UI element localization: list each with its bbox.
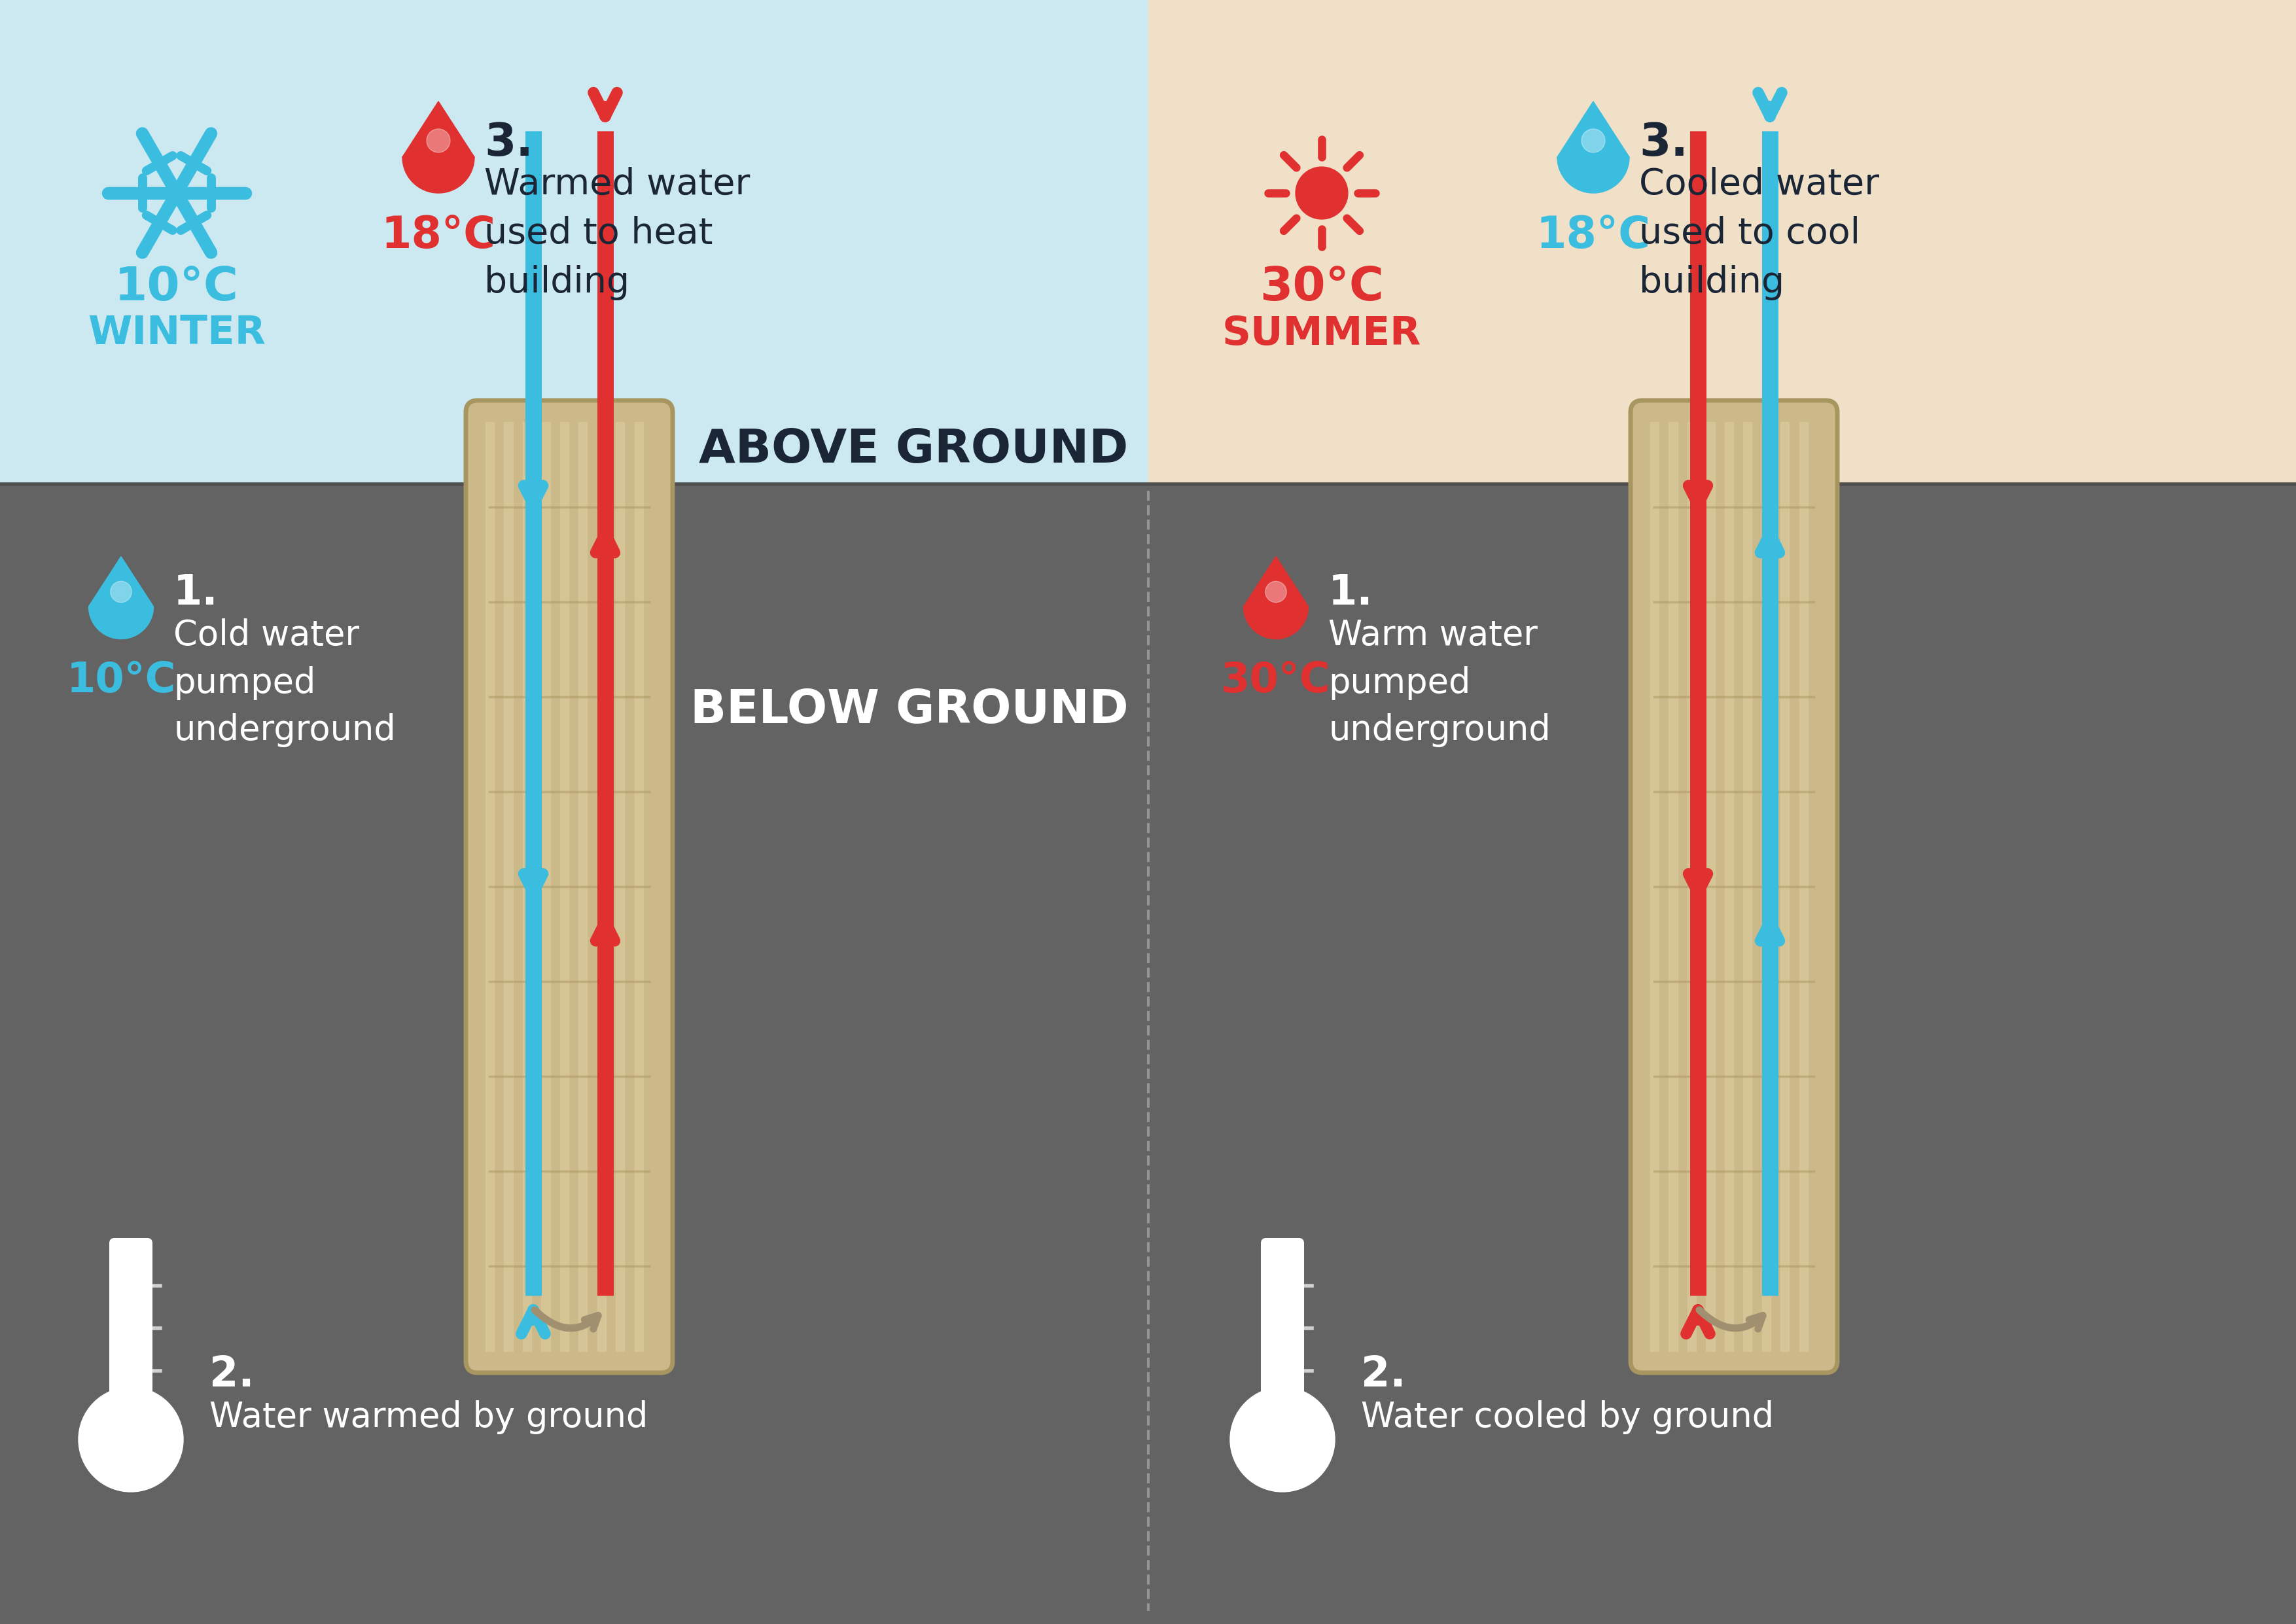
Bar (615, 422, 625, 1351)
FancyBboxPatch shape (1261, 1237, 1304, 1418)
Bar (579, 422, 588, 1351)
Bar (1688, 422, 1697, 1351)
Bar (1669, 422, 1678, 1351)
FancyBboxPatch shape (466, 401, 673, 1372)
FancyBboxPatch shape (1630, 401, 1837, 1372)
Text: 18°C: 18°C (85, 1439, 177, 1473)
Polygon shape (1557, 101, 1630, 193)
Circle shape (110, 581, 131, 603)
Bar (1651, 422, 1658, 1351)
Circle shape (78, 1387, 184, 1492)
Bar (1272, 1320, 1293, 1413)
Bar (523, 422, 530, 1351)
Text: Warm water
pumped
underground: Warm water pumped underground (1329, 619, 1550, 747)
Text: 2.: 2. (1362, 1354, 1405, 1395)
Text: 2.: 2. (209, 1354, 255, 1395)
Text: SUMMER: SUMMER (1221, 315, 1421, 352)
Text: 30°C: 30°C (1261, 265, 1384, 310)
Text: 1.: 1. (174, 573, 218, 614)
Circle shape (1582, 128, 1605, 153)
Text: Cold water
pumped
underground: Cold water pumped underground (174, 619, 395, 747)
FancyBboxPatch shape (110, 1237, 152, 1418)
Circle shape (1244, 1402, 1320, 1478)
Bar (1706, 422, 1715, 1351)
Text: BELOW GROUND: BELOW GROUND (691, 687, 1127, 732)
Bar (1779, 422, 1789, 1351)
Bar (122, 1320, 140, 1413)
Polygon shape (1244, 557, 1309, 638)
Bar (0, 0, 1148, 484)
Circle shape (1231, 1387, 1334, 1492)
Text: 1.: 1. (1329, 573, 1373, 614)
Text: Water warmed by ground: Water warmed by ground (209, 1400, 647, 1434)
Text: 18°C: 18°C (1536, 214, 1651, 257)
Bar (1800, 422, 1807, 1351)
Bar (634, 422, 643, 1351)
Bar (542, 422, 551, 1351)
Bar (1148, 0, 2296, 484)
Text: 30°C: 30°C (1221, 661, 1332, 702)
Text: WINTER: WINTER (87, 315, 266, 352)
Text: Cooled water
used to cool
building: Cooled water used to cool building (1639, 167, 1880, 300)
Bar (560, 422, 569, 1351)
Bar (1724, 422, 1733, 1351)
Bar (505, 422, 512, 1351)
Circle shape (1295, 167, 1348, 219)
Polygon shape (90, 557, 154, 638)
Text: 10°C: 10°C (115, 265, 239, 310)
Circle shape (427, 128, 450, 153)
Text: 3.: 3. (1639, 122, 1688, 166)
Text: 10°C: 10°C (67, 661, 177, 702)
Bar (597, 422, 606, 1351)
Circle shape (1265, 581, 1286, 603)
Bar (1743, 422, 1752, 1351)
Circle shape (94, 1402, 168, 1478)
Bar (0, 484, 2296, 1624)
Text: ABOVE GROUND: ABOVE GROUND (698, 427, 1127, 473)
Bar (1761, 422, 1770, 1351)
Bar (484, 422, 494, 1351)
Polygon shape (402, 101, 475, 193)
Text: 3.: 3. (484, 122, 533, 166)
Text: Warmed water
used to heat
building: Warmed water used to heat building (484, 167, 751, 300)
Text: 18°C: 18°C (381, 214, 496, 257)
Text: Water cooled by ground: Water cooled by ground (1362, 1400, 1775, 1434)
Text: 18°C: 18°C (1238, 1439, 1327, 1473)
